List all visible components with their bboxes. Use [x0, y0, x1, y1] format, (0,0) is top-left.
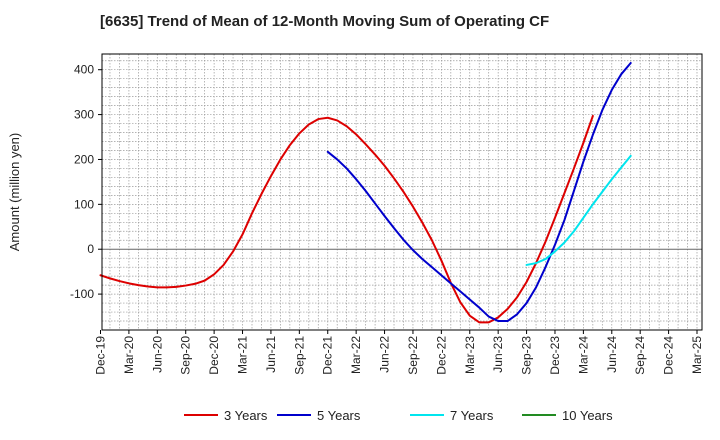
x-tick-label: Jun-24: [605, 336, 619, 373]
series-lines: [99, 61, 632, 324]
x-tick-label: Dec-20: [207, 336, 221, 375]
y-tick-label: 0: [87, 242, 94, 256]
y-axis-title: Amount (million yen): [7, 133, 22, 252]
series-line: [99, 114, 594, 324]
x-tick-label: Dec-21: [321, 336, 335, 375]
x-tick-label: Sep-20: [179, 336, 193, 375]
x-tick-label: Mar-21: [236, 336, 250, 374]
plot-frame: [101, 53, 703, 331]
x-tick-label: Sep-21: [292, 336, 306, 375]
x-tick-label: Mar-20: [122, 336, 136, 374]
x-tick-label: Dec-23: [548, 336, 562, 375]
x-tick-label: Dec-19: [94, 336, 108, 375]
x-tick-label: Jun-23: [491, 336, 505, 373]
legend-label: 3 Years: [224, 408, 268, 423]
y-tick-label: 400: [74, 63, 94, 77]
chart-title: [6635] Trend of Mean of 12-Month Moving …: [100, 13, 550, 30]
series-line: [326, 61, 632, 323]
x-tick-label: Mar-22: [349, 336, 363, 374]
x-tick-label: Dec-24: [662, 336, 676, 375]
y-tick-label: 300: [74, 108, 94, 122]
y-tick-label: 200: [74, 152, 94, 166]
y-tick-label: 100: [74, 197, 94, 211]
x-tick-label: Jun-22: [378, 336, 392, 373]
x-tick-label: Jun-21: [264, 336, 278, 373]
x-tick-label: Mar-23: [463, 336, 477, 374]
x-tick-label: Dec-22: [434, 336, 448, 375]
x-tick-label: Jun-20: [150, 336, 164, 373]
x-tick-label: Sep-24: [633, 336, 647, 375]
y-tick-label: -100: [70, 287, 94, 301]
legend: 3 Years 5 Years 7 Years 10 Years: [184, 408, 613, 423]
x-tick-label: Sep-22: [406, 336, 420, 375]
x-tick-label: Mar-24: [576, 336, 590, 374]
x-tick-label: Mar-25: [690, 336, 704, 374]
x-tick-label: Sep-23: [520, 336, 534, 375]
legend-label: 5 Years: [317, 408, 361, 423]
x-axis-ticks: Dec-19 Mar-20 Jun-20 Sep-20 Dec-20 Mar-21 Jun-…: [94, 330, 704, 375]
series-line: [525, 154, 632, 266]
legend-label: 7 Years: [450, 408, 494, 423]
y-axis-ticks: -100 0 100 200 300 400: [70, 63, 102, 301]
legend-label: 10 Years: [562, 408, 613, 423]
